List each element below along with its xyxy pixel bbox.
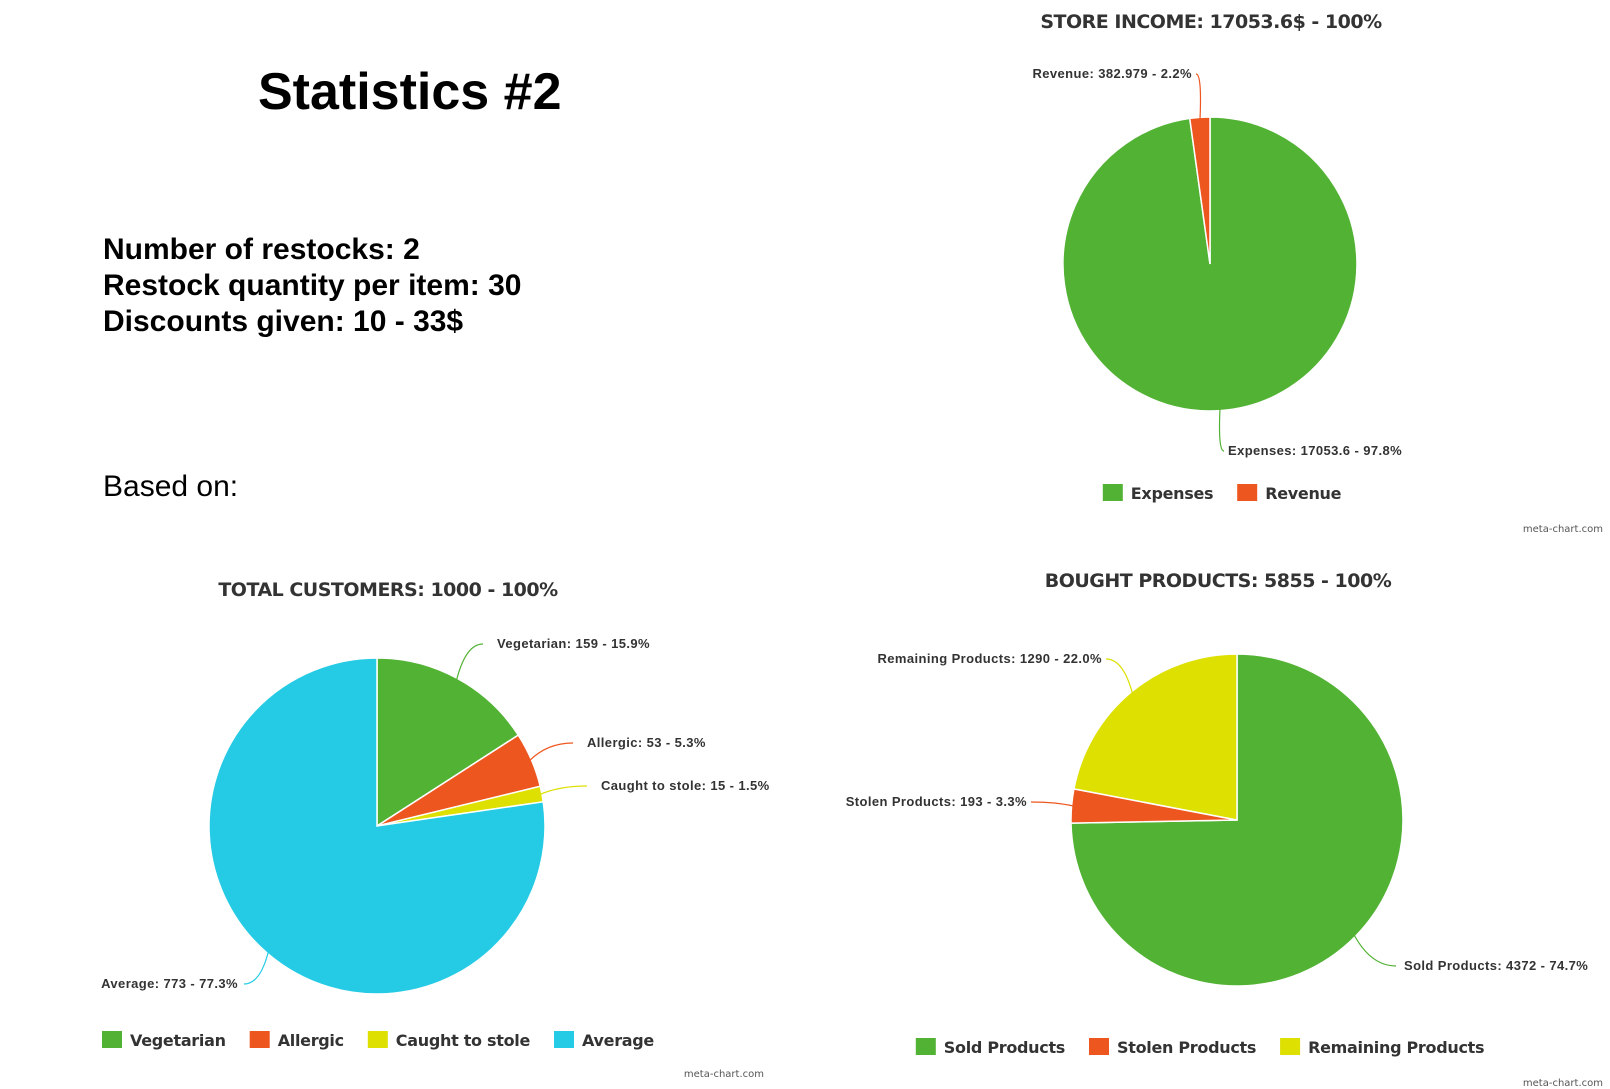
stat-restocks: Number of restocks: 2: [103, 233, 420, 266]
page-title: Statistics #2: [258, 63, 562, 121]
leader-line-revenue: [1195, 73, 1202, 120]
store-income-chart: STORE INCOME: 17053.6$ - 100% Expenses: 1…: [1032, 11, 1603, 535]
pie-slice-average: [208, 657, 546, 995]
bought-products-chart: BOUGHT PRODUCTS: 5855 - 100% Sold Product…: [846, 570, 1603, 1089]
legend-swatch-revenue: [1237, 484, 1258, 501]
legend-swatch-vegetarian: [102, 1031, 122, 1048]
slice-label-caught-to-stole: Caught to stole: 15 - 1.5%: [601, 778, 770, 793]
leader-line-remaining-products: [1105, 658, 1134, 694]
based-on-label: Based on:: [103, 470, 239, 503]
chart-title: BOUGHT PRODUCTS: 5855 - 100%: [1045, 570, 1392, 592]
slice-label-allergic: Allergic: 53 - 5.3%: [587, 735, 706, 750]
legend-item-revenue: Revenue: [1265, 484, 1341, 503]
leader-line-stolen-products: [1030, 801, 1074, 807]
legend-swatch-expenses: [1102, 484, 1123, 501]
legend-swatch-sold-products: [915, 1038, 936, 1055]
legend-item-sold-products: Sold Products: [944, 1038, 1065, 1057]
legend-swatch-average: [554, 1031, 574, 1048]
legend-item-vegetarian: Vegetarian: [130, 1031, 226, 1050]
total-customers-chart: TOTAL CUSTOMERS: 1000 - 100% Vegetarian: …: [101, 579, 770, 1080]
chart-credit: meta-chart.com: [1523, 524, 1603, 535]
stats-block: Number of restocks: 2 Restock quantity p…: [103, 232, 521, 340]
legend-swatch-remaining-products: [1280, 1038, 1301, 1055]
slice-label-stolen-products: Stolen Products: 193 - 3.3%: [846, 794, 1027, 809]
legend-item-expenses: Expenses: [1131, 484, 1213, 503]
legend-item-remaining-products: Remaining Products: [1308, 1038, 1484, 1057]
slice-label-revenue: Revenue: 382.979 - 2.2%: [1032, 66, 1192, 81]
pie-slice-remaining-products: [1073, 653, 1238, 821]
slice-label-remaining-products: Remaining Products: 1290 - 22.0%: [878, 651, 1103, 666]
leader-line-caught-to-stole: [539, 785, 588, 795]
legend-item-stolen-products: Stolen Products: [1117, 1038, 1256, 1057]
stat-restock-quantity: Restock quantity per item: 30: [103, 269, 522, 302]
leader-line-sold-products: [1353, 934, 1397, 967]
chart-title: STORE INCOME: 17053.6$ - 100%: [1040, 11, 1382, 33]
chart-title: TOTAL CUSTOMERS: 1000 - 100%: [218, 579, 558, 601]
legend-item-average: Average: [582, 1031, 654, 1050]
leader-line-average: [243, 951, 269, 985]
chart-credit: meta-chart.com: [684, 1069, 764, 1080]
slice-label-vegetarian: Vegetarian: 159 - 15.9%: [497, 636, 650, 651]
leader-line-expenses: [1218, 408, 1225, 452]
slice-label-average: Average: 773 - 77.3%: [101, 976, 238, 991]
stat-discounts: Discounts given: 10 - 33$: [103, 305, 464, 338]
leader-line-vegetarian: [455, 643, 484, 681]
leader-line-allergic: [529, 742, 574, 762]
legend-item-caught-to-stole: Caught to stole: [396, 1031, 531, 1050]
legend-swatch-caught-to-stole: [367, 1031, 388, 1048]
legend-swatch-allergic: [249, 1031, 270, 1048]
legend-item-allergic: Allergic: [278, 1031, 344, 1050]
legend-swatch-stolen-products: [1089, 1038, 1109, 1055]
chart-credit: meta-chart.com: [1523, 1078, 1603, 1089]
slice-label-sold-products: Sold Products: 4372 - 74.7%: [1404, 958, 1588, 973]
slice-label-expenses: Expenses: 17053.6 - 97.8%: [1228, 443, 1402, 458]
